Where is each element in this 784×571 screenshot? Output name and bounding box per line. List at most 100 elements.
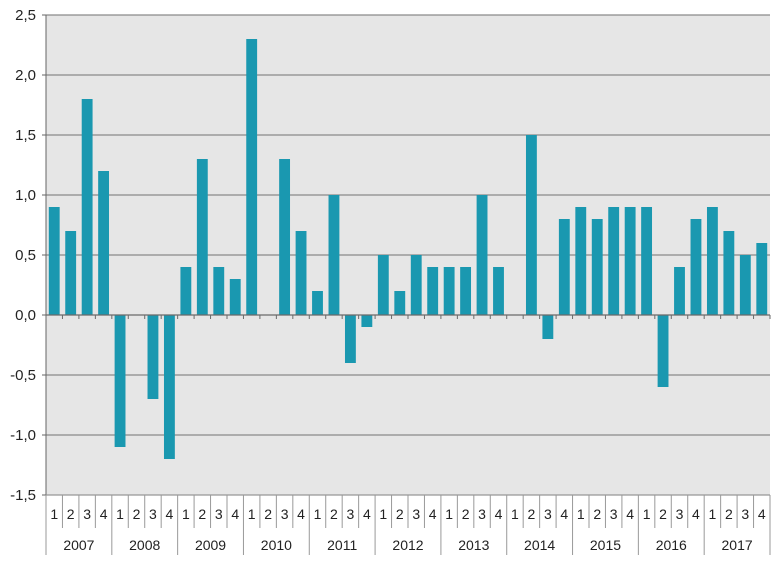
quarter-label: 1 bbox=[50, 506, 58, 522]
bars bbox=[48, 39, 768, 459]
bar bbox=[608, 207, 620, 315]
quarter-label: 3 bbox=[281, 506, 289, 522]
quarter-label: 4 bbox=[626, 506, 634, 522]
bar bbox=[213, 267, 225, 315]
bar bbox=[394, 291, 406, 315]
year-label: 2013 bbox=[458, 537, 489, 553]
quarter-label: 3 bbox=[544, 506, 552, 522]
y-tick-label: 1,5 bbox=[15, 127, 36, 144]
bar bbox=[624, 207, 636, 315]
bar bbox=[114, 315, 126, 447]
quarter-label: 2 bbox=[593, 506, 601, 522]
quarter-label: 3 bbox=[676, 506, 684, 522]
bar bbox=[427, 267, 439, 315]
quarter-label: 2 bbox=[264, 506, 272, 522]
y-tick-label: -1,0 bbox=[10, 427, 36, 444]
bar bbox=[410, 255, 422, 315]
bar bbox=[591, 219, 603, 315]
quarter-label: 4 bbox=[495, 506, 503, 522]
bar bbox=[641, 207, 653, 315]
year-label: 2017 bbox=[722, 537, 753, 553]
quarter-label: 1 bbox=[511, 506, 519, 522]
y-tick-label: 0,0 bbox=[15, 307, 36, 324]
quarter-label: 3 bbox=[347, 506, 355, 522]
quarter-label: 4 bbox=[429, 506, 437, 522]
bar bbox=[163, 315, 175, 459]
bar bbox=[542, 315, 554, 339]
quarter-label: 2 bbox=[462, 506, 470, 522]
bar bbox=[739, 255, 751, 315]
bar bbox=[344, 315, 356, 363]
quarter-label: 3 bbox=[149, 506, 157, 522]
bar bbox=[98, 171, 110, 315]
quarter-label: 1 bbox=[182, 506, 190, 522]
quarter-label: 2 bbox=[659, 506, 667, 522]
bar bbox=[756, 243, 768, 315]
quarter-label: 2 bbox=[528, 506, 536, 522]
quarter-label: 1 bbox=[248, 506, 256, 522]
bar bbox=[312, 291, 323, 315]
quarter-label: 4 bbox=[758, 506, 766, 522]
quarter-label: 3 bbox=[741, 506, 749, 522]
year-label: 2009 bbox=[195, 537, 226, 553]
bar bbox=[81, 99, 93, 315]
quarter-label: 3 bbox=[610, 506, 618, 522]
year-label: 2010 bbox=[261, 537, 292, 553]
bar bbox=[180, 267, 192, 315]
quarter-label: 3 bbox=[412, 506, 420, 522]
y-tick-label: -0,5 bbox=[10, 367, 36, 384]
quarter-label: 3 bbox=[215, 506, 223, 522]
bar bbox=[377, 255, 389, 315]
bar bbox=[706, 207, 718, 315]
bar bbox=[65, 231, 77, 315]
quarter-label: 4 bbox=[166, 506, 174, 522]
year-label: 2011 bbox=[327, 537, 357, 553]
year-label: 2014 bbox=[524, 537, 555, 553]
y-tick-label: -1,5 bbox=[10, 487, 36, 504]
quarter-label: 2 bbox=[330, 506, 338, 522]
quarter-label: 3 bbox=[478, 506, 486, 522]
bar bbox=[476, 195, 488, 315]
quarter-label: 4 bbox=[363, 506, 371, 522]
bar bbox=[723, 231, 735, 315]
y-tick-label: 0,5 bbox=[15, 247, 36, 264]
quarter-label: 1 bbox=[577, 506, 585, 522]
quarter-label: 1 bbox=[379, 506, 387, 522]
bar bbox=[558, 219, 570, 315]
y-axis: 2,5 2,0 1,5 1,0 0,5 0,0 -0,5 -1,0 -1,5 bbox=[10, 7, 47, 504]
quarter-label: 2 bbox=[67, 506, 75, 522]
year-label: 2016 bbox=[656, 537, 687, 553]
quarter-label: 4 bbox=[297, 506, 305, 522]
bar bbox=[196, 159, 208, 315]
bar bbox=[48, 207, 60, 315]
bar bbox=[525, 135, 537, 315]
bar bbox=[575, 207, 587, 315]
bar bbox=[328, 195, 340, 315]
bar bbox=[493, 267, 504, 315]
y-tick-label: 2,5 bbox=[15, 7, 36, 24]
year-label: 2012 bbox=[392, 537, 423, 553]
year-label: 2007 bbox=[63, 537, 94, 553]
y-tick-label: 2,0 bbox=[15, 67, 36, 84]
quarter-label: 1 bbox=[116, 506, 124, 522]
quarter-label: 1 bbox=[445, 506, 453, 522]
bar bbox=[460, 267, 472, 315]
bar bbox=[295, 231, 307, 315]
year-label: 2008 bbox=[129, 537, 160, 553]
quarter-label: 1 bbox=[709, 506, 717, 522]
bar bbox=[279, 159, 291, 315]
quarter-label: 4 bbox=[100, 506, 108, 522]
bar bbox=[690, 219, 702, 315]
quarter-label: 2 bbox=[133, 506, 141, 522]
quarter-label: 3 bbox=[83, 506, 91, 522]
quarter-label: 2 bbox=[198, 506, 206, 522]
year-label: 2015 bbox=[590, 537, 621, 553]
quarter-label: 4 bbox=[231, 506, 239, 522]
quarter-label: 1 bbox=[314, 506, 322, 522]
bar bbox=[443, 267, 455, 315]
bar bbox=[657, 315, 669, 387]
quarter-label: 4 bbox=[560, 506, 568, 522]
bar bbox=[246, 39, 258, 315]
